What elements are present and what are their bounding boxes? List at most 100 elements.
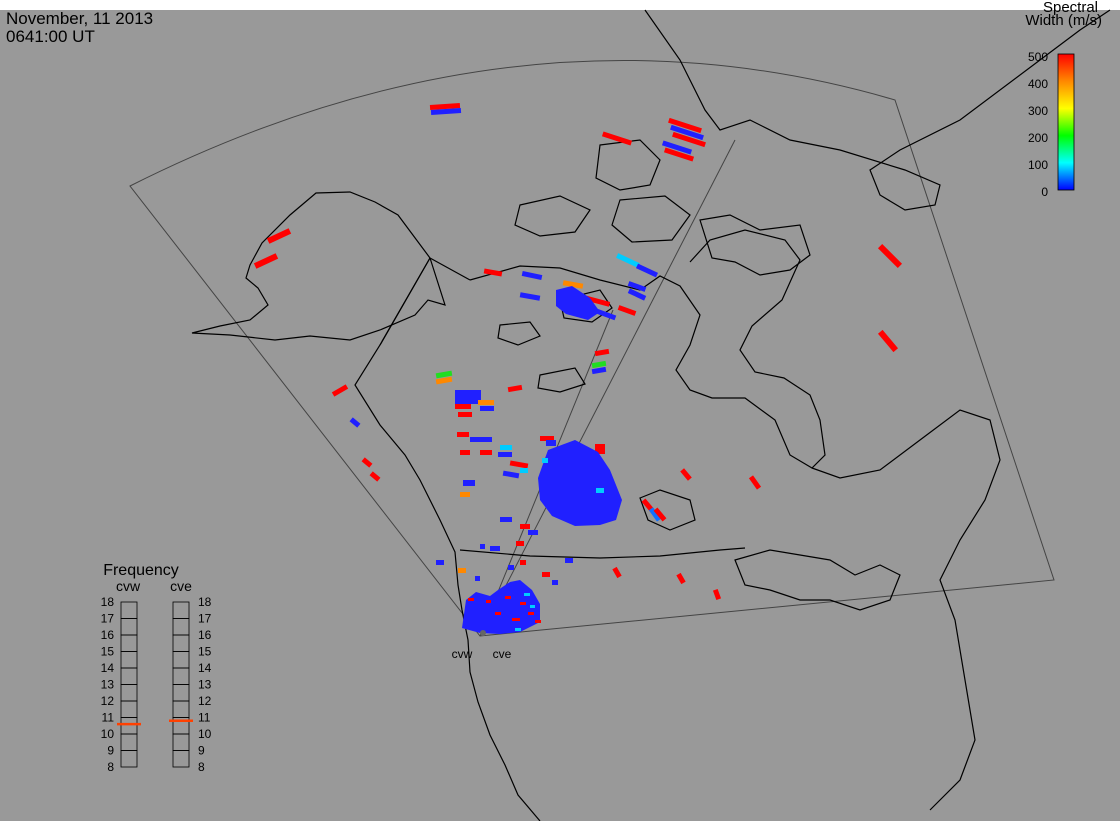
- scatter-blob-north: [556, 286, 600, 320]
- greenland-coast: [644, 9, 1111, 211]
- spectral-width-colorbar: 500 400 300 200 100 0: [1028, 50, 1075, 199]
- scatter-cell: [520, 602, 526, 605]
- scatter-cell: [591, 360, 607, 369]
- scatter-cell: [480, 450, 492, 455]
- scatter-cell: [530, 605, 535, 608]
- arctic-island-5: [497, 321, 541, 346]
- scatter-cell: [542, 572, 550, 577]
- frequency-tick-left: 16: [101, 628, 115, 642]
- scatter-cell: [430, 107, 462, 116]
- frequency-tick-left: 12: [101, 694, 115, 708]
- scatter-cell: [436, 560, 444, 565]
- scatter-cell: [661, 140, 693, 155]
- scatter-cell: [516, 541, 524, 546]
- frequency-tick-left: 18: [101, 595, 115, 609]
- scatter-cell: [616, 253, 640, 268]
- scatter-cell: [670, 124, 704, 141]
- colorbar-tick-label: 500: [1028, 50, 1048, 64]
- scatter-cell: [253, 253, 279, 269]
- frequency-tick-right: 14: [198, 661, 212, 675]
- frequency-tick-left: 13: [101, 678, 115, 692]
- scatter-cell: [542, 458, 548, 463]
- baffin-island: [699, 214, 811, 276]
- frequency-tick-right: 10: [198, 727, 212, 741]
- coastlines: [191, 9, 1111, 822]
- scatter-cell: [515, 628, 521, 631]
- frequency-tick-right: 16: [198, 628, 212, 642]
- frequency-tick-left: 11: [102, 711, 115, 725]
- scatter-cell: [663, 147, 695, 162]
- scatter-cell: [591, 366, 607, 375]
- scatter-cell: [535, 620, 541, 623]
- colorbar-title-line2: Width (m/s): [1025, 12, 1102, 29]
- frequency-tick-right: 18: [198, 595, 212, 609]
- scatter-cell: [455, 390, 481, 404]
- frequency-tick-right: 9: [198, 744, 205, 758]
- scatter-cell: [648, 507, 662, 522]
- lake-winnipeg: [639, 489, 696, 531]
- scatter-cell: [635, 263, 659, 278]
- scatter-cell: [672, 131, 706, 148]
- scatter-cell: [475, 576, 480, 581]
- scatter-cell: [596, 488, 604, 493]
- frequency-tick-left: 17: [101, 612, 115, 626]
- frequency-tick-right: 15: [198, 645, 212, 659]
- scatter-cell: [627, 288, 647, 301]
- frequency-tick-right: 13: [198, 678, 212, 692]
- frequency-tick-right: 11: [198, 711, 211, 725]
- frequency-tick-left: 15: [101, 645, 115, 659]
- colorbar-tick-label: 100: [1028, 158, 1048, 172]
- scatter-cell: [478, 400, 494, 405]
- scatter-cell: [601, 131, 633, 146]
- radar-cve-label: cve: [493, 647, 512, 661]
- scatter-cell: [877, 243, 903, 269]
- scatter-cell: [483, 268, 503, 277]
- time-label: 0641:00 UT: [6, 27, 95, 46]
- frequency-tick-right: 17: [198, 612, 212, 626]
- colorbar-tick-label: 200: [1028, 131, 1048, 145]
- scatter-cell: [500, 517, 512, 522]
- yukon-border: [429, 257, 471, 281]
- scatter-cell: [498, 452, 512, 457]
- scatter-cell: [369, 471, 381, 482]
- scatter-cell: [490, 546, 500, 551]
- scatter-cell: [617, 305, 637, 316]
- scatter-cell: [500, 445, 512, 450]
- alaska-coast: [191, 191, 446, 341]
- radar-sites: cvw cve: [452, 630, 512, 661]
- scatter-cell: [595, 308, 617, 321]
- radar-site-marker: [480, 630, 486, 636]
- colorbar-gradient: [1057, 53, 1075, 191]
- frequency-tick-left: 14: [101, 661, 115, 675]
- frequency-cve-label: cve: [170, 578, 192, 594]
- scatter-cell: [540, 436, 554, 441]
- scatter-cell: [508, 565, 514, 570]
- scatter-fan: [462, 580, 540, 634]
- scatter-cell: [349, 417, 361, 428]
- scatter-cell: [520, 524, 530, 529]
- scatter-cell: [562, 280, 584, 289]
- scatter-cell: [468, 598, 474, 601]
- date-label: November, 11 2013: [6, 9, 154, 28]
- scatter-cell: [680, 468, 692, 481]
- scatter-cell: [463, 480, 475, 486]
- scatter-cell: [519, 292, 541, 301]
- scatter-cell: [552, 580, 558, 585]
- great-lakes: [734, 549, 901, 611]
- arctic-island-2: [514, 195, 591, 237]
- scatter-cell: [520, 560, 526, 565]
- alaska-border: [379, 257, 431, 346]
- hudson-bay-coast: [469, 229, 826, 469]
- scatter-cell: [565, 558, 573, 563]
- scatter-cell: [520, 468, 528, 473]
- colorbar-title-line1: Spectral: [1042, 0, 1098, 16]
- scatter-cell: [528, 612, 534, 615]
- frequency-title: Frequency: [103, 562, 179, 579]
- scatter-cell: [877, 329, 899, 353]
- scatter-cell: [594, 348, 610, 357]
- map-background: [0, 10, 1120, 821]
- scatter-cell: [480, 544, 485, 549]
- scatter-cell: [502, 470, 520, 479]
